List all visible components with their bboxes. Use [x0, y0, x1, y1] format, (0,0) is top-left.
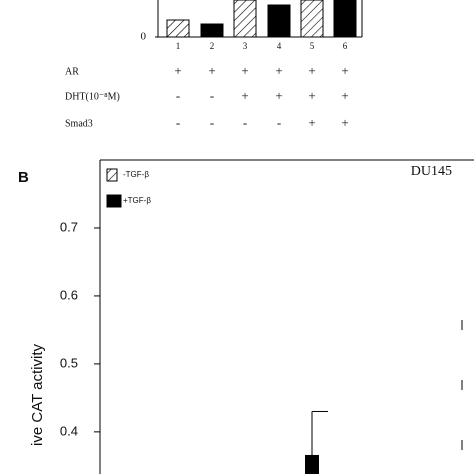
bar: [305, 454, 319, 474]
bar: [333, 0, 357, 38]
y-tick-label: 0.4: [60, 423, 78, 438]
legend-swatch: [106, 194, 122, 208]
condition-mark: +: [241, 63, 248, 78]
condition-mark: +: [208, 63, 215, 78]
condition-mark: +: [341, 63, 348, 78]
condition-mark: +: [308, 63, 315, 78]
legend-swatch: [106, 168, 118, 182]
condition-label: Smad3: [65, 118, 93, 129]
condition-mark: -: [176, 115, 180, 130]
x-tick-label: 6: [343, 41, 348, 51]
condition-mark: -: [277, 115, 281, 130]
y-tick-label: 0.5: [60, 355, 78, 370]
condition-mark: +: [275, 63, 282, 78]
y-tick-label: 0.6: [60, 287, 78, 302]
bar: [233, 0, 257, 38]
condition-mark: +: [174, 63, 181, 78]
x-tick-label: 5: [310, 41, 315, 51]
x-tick-label: 1: [176, 41, 181, 51]
condition-label: DHT(10⁻⁸M): [65, 91, 120, 102]
y-tick-label: 0: [141, 31, 147, 43]
panel-label: B: [18, 169, 29, 186]
condition-mark: -: [210, 88, 214, 103]
condition-mark: +: [308, 88, 315, 103]
y-tick-label: 0.7: [60, 219, 78, 234]
condition-mark: -: [210, 115, 214, 130]
legend-label: +TGF-β: [123, 196, 151, 205]
x-tick-label: 4: [277, 41, 282, 51]
y-axis-label: ive CAT activity: [29, 344, 46, 446]
legend-label: -TGF-β: [123, 170, 149, 179]
condition-mark: +: [275, 88, 282, 103]
x-tick-label: 3: [243, 41, 248, 51]
bar: [300, 0, 324, 38]
condition-mark: +: [341, 115, 348, 130]
condition-mark: +: [341, 88, 348, 103]
condition-mark: -: [176, 88, 180, 103]
bar: [166, 19, 190, 38]
bar: [200, 23, 224, 38]
condition-label: AR: [65, 66, 79, 77]
x-tick-label: 2: [210, 41, 215, 51]
condition-mark: -: [243, 115, 247, 130]
condition-mark: +: [241, 88, 248, 103]
bar: [267, 4, 291, 38]
condition-mark: +: [308, 115, 315, 130]
annotation: DU145: [411, 164, 452, 179]
